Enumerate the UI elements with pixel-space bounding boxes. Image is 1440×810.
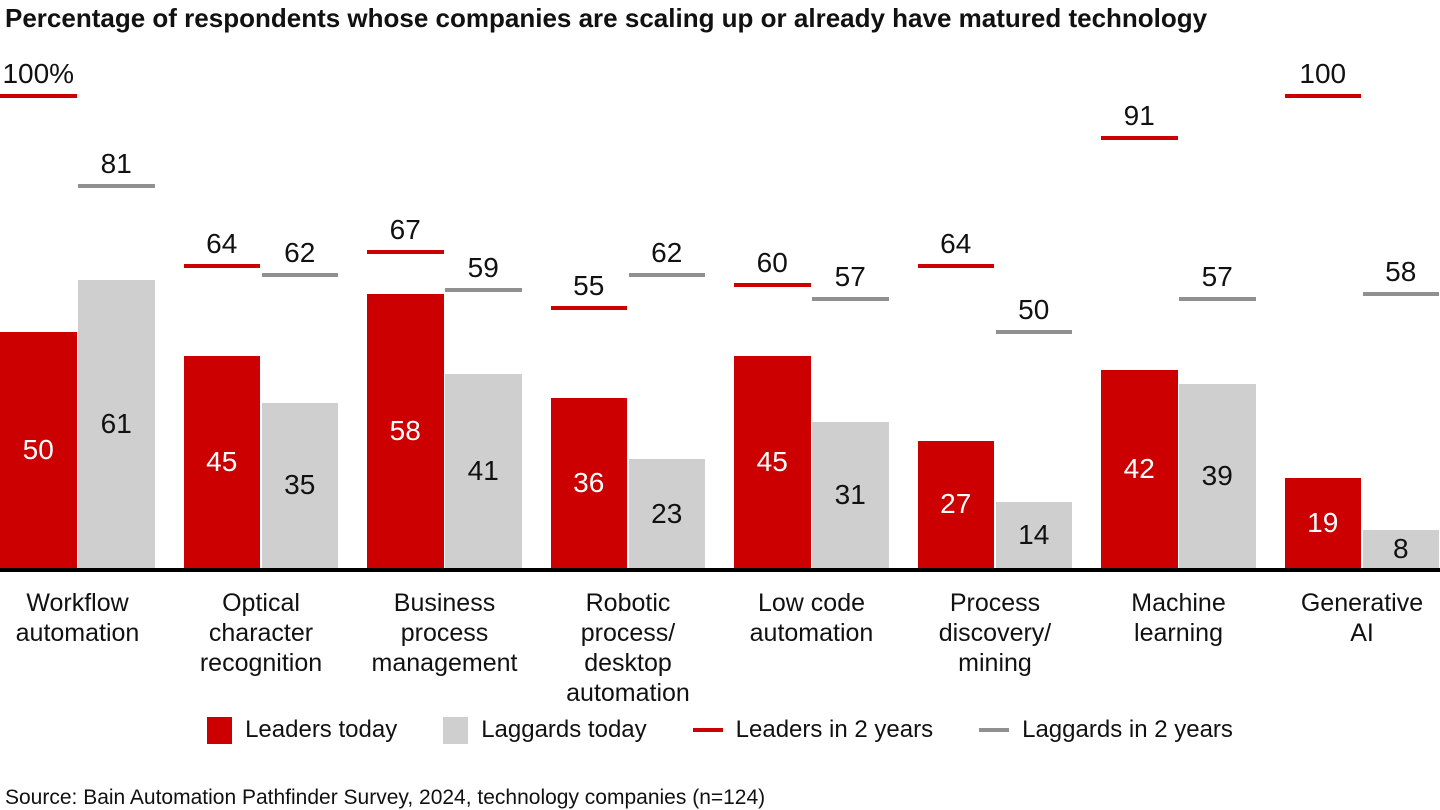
- bar-laggards-today-process-discovery-mining: [995, 501, 1072, 568]
- target-value-laggards-in-2-years-robotic-process-desktop-automation: 62: [651, 237, 683, 269]
- bar-leaders-today-robotic-process-desktop-automation: [550, 398, 627, 568]
- target-value-leaders-in-2-years-process-discovery-mining: 64: [940, 227, 972, 259]
- legend-swatch-square-icon: [443, 716, 469, 744]
- source-note: Source: Bain Automation Pathfinder Surve…: [5, 786, 766, 809]
- bar-laggards-today-business-process-management: [445, 374, 522, 568]
- legend-item-laggards-in-2-years: Laggards in 2 years: [979, 716, 1233, 744]
- legend-item-leaders-in-2-years: Leaders in 2 years: [692, 716, 934, 744]
- bar-laggards-today-optical-character-recognition: [261, 402, 338, 568]
- bar-laggards-today-low-code-automation: [812, 421, 889, 568]
- bar-value-laggards-today-business-process-management: 41: [467, 455, 499, 487]
- bar-laggards-today-robotic-process-desktop-automation: [628, 459, 705, 568]
- bar-value-laggards-today-generative-ai: 8: [1392, 533, 1409, 565]
- target-value-laggards-in-2-years-generative-ai: 58: [1385, 256, 1417, 288]
- target-value-laggards-in-2-years-process-discovery-mining: 50: [1018, 294, 1050, 325]
- target-line-leaders-in-2-years-generative-ai: [1284, 94, 1361, 98]
- target-line-laggards-in-2-years-process-discovery-mining: [995, 330, 1072, 334]
- bar-leaders-today-process-discovery-mining: [917, 440, 994, 568]
- target-line-leaders-in-2-years-robotic-process-desktop-automation: [550, 306, 627, 311]
- x-axis-line: [0, 568, 1440, 572]
- target-line-leaders-in-2-years-machine-learning: [1101, 136, 1178, 141]
- legend-label: Leaders today: [245, 716, 398, 743]
- bar-leaders-today-workflow-automation: [0, 332, 77, 568]
- target-line-leaders-in-2-years-low-code-automation: [734, 282, 811, 287]
- x-axis-label-low-code-automation: Low code automation: [749, 589, 874, 647]
- bar-value-laggards-today-optical-character-recognition: 35: [284, 469, 316, 501]
- target-value-leaders-in-2-years-machine-learning: 91: [1123, 100, 1155, 132]
- bar-value-leaders-today-workflow-automation: 50: [22, 434, 54, 465]
- legend-swatch-square-icon: [207, 716, 233, 744]
- target-value-leaders-in-2-years-workflow-automation: 100%: [2, 58, 75, 89]
- legend-swatch-line-icon: [979, 728, 1010, 732]
- target-value-leaders-in-2-years-low-code-automation: 60: [756, 246, 788, 278]
- bar-leaders-today-business-process-management: [367, 294, 444, 568]
- legend-item-leaders-today: Leaders today: [207, 716, 397, 744]
- target-line-leaders-in-2-years-process-discovery-mining: [917, 263, 994, 268]
- bar-value-leaders-today-optical-character-recognition: 45: [206, 445, 238, 477]
- legend-label: Laggards in 2 years: [1022, 716, 1233, 743]
- bar-leaders-today-low-code-automation: [734, 355, 811, 568]
- target-line-leaders-in-2-years-business-process-management: [367, 249, 444, 254]
- target-line-laggards-in-2-years-generative-ai: [1362, 292, 1439, 297]
- target-value-laggards-in-2-years-low-code-automation: 57: [834, 260, 866, 292]
- target-line-laggards-in-2-years-business-process-management: [445, 287, 522, 292]
- x-axis-label-generative-ai: Generative AI: [1300, 589, 1424, 647]
- bar-value-laggards-today-robotic-process-desktop-automation: 23: [651, 497, 683, 529]
- legend: Leaders today Laggards today Leaders in 2 …: [0, 716, 1440, 744]
- bar-value-laggards-today-machine-learning: 39: [1201, 459, 1233, 491]
- bar-laggards-today-workflow-automation: [78, 280, 155, 568]
- bar-value-laggards-today-process-discovery-mining: 14: [1018, 518, 1050, 550]
- bar-value-laggards-today-low-code-automation: 31: [834, 478, 866, 510]
- bar-leaders-today-optical-character-recognition: [183, 355, 260, 568]
- x-axis-label-workflow-automation: Workflow automation: [15, 589, 140, 647]
- bar-value-leaders-today-process-discovery-mining: 27: [940, 488, 972, 520]
- bar-value-leaders-today-low-code-automation: 45: [756, 445, 788, 477]
- bar-leaders-today-generative-ai: [1284, 478, 1361, 568]
- bar-laggards-today-generative-ai: [1362, 530, 1439, 568]
- target-value-leaders-in-2-years-generative-ai: 100: [1299, 58, 1347, 89]
- target-value-laggards-in-2-years-machine-learning: 57: [1201, 260, 1233, 292]
- bar-leaders-today-machine-learning: [1101, 369, 1178, 568]
- bar-value-leaders-today-robotic-process-desktop-automation: 36: [573, 467, 605, 499]
- target-line-leaders-in-2-years-optical-character-recognition: [183, 263, 260, 268]
- target-line-laggards-in-2-years-optical-character-recognition: [261, 273, 338, 278]
- x-axis-label-robotic-process-desktop-automation: Robotic process/ desktop automation: [566, 589, 690, 707]
- bar-value-leaders-today-machine-learning: 42: [1123, 452, 1155, 484]
- target-value-leaders-in-2-years-optical-character-recognition: 64: [206, 227, 238, 259]
- target-value-leaders-in-2-years-business-process-management: 67: [389, 213, 421, 245]
- target-value-leaders-in-2-years-robotic-process-desktop-automation: 55: [573, 270, 605, 302]
- target-line-laggards-in-2-years-workflow-automation: [78, 183, 155, 188]
- legend-item-laggards-today: Laggards today: [443, 716, 647, 744]
- legend-label: Leaders in 2 years: [735, 716, 934, 743]
- chart-title: Percentage of respondents whose companie…: [5, 3, 1208, 33]
- bar-value-leaders-today-business-process-management: 58: [389, 415, 421, 447]
- target-value-laggards-in-2-years-optical-character-recognition: 62: [284, 237, 316, 269]
- target-line-laggards-in-2-years-robotic-process-desktop-automation: [628, 273, 705, 278]
- legend-label: Laggards today: [481, 716, 647, 743]
- target-line-laggards-in-2-years-low-code-automation: [812, 296, 889, 301]
- target-value-laggards-in-2-years-business-process-management: 59: [467, 251, 499, 283]
- bar-value-leaders-today-generative-ai: 19: [1307, 507, 1339, 539]
- target-line-leaders-in-2-years-workflow-automation: [0, 94, 77, 98]
- bar-value-laggards-today-workflow-automation: 61: [100, 408, 132, 440]
- target-value-laggards-in-2-years-workflow-automation: 81: [100, 147, 132, 179]
- x-axis-label-machine-learning: Machine learning: [1131, 589, 1226, 647]
- x-axis-label-process-discovery-mining: Process discovery/ mining: [938, 589, 1052, 677]
- legend-swatch-line-icon: [692, 728, 723, 732]
- target-line-laggards-in-2-years-machine-learning: [1179, 296, 1256, 301]
- x-axis-label-business-process-management: Business process management: [371, 589, 518, 677]
- bar-laggards-today-machine-learning: [1179, 383, 1256, 568]
- x-axis-label-optical-character-recognition: Optical character recognition: [199, 589, 323, 677]
